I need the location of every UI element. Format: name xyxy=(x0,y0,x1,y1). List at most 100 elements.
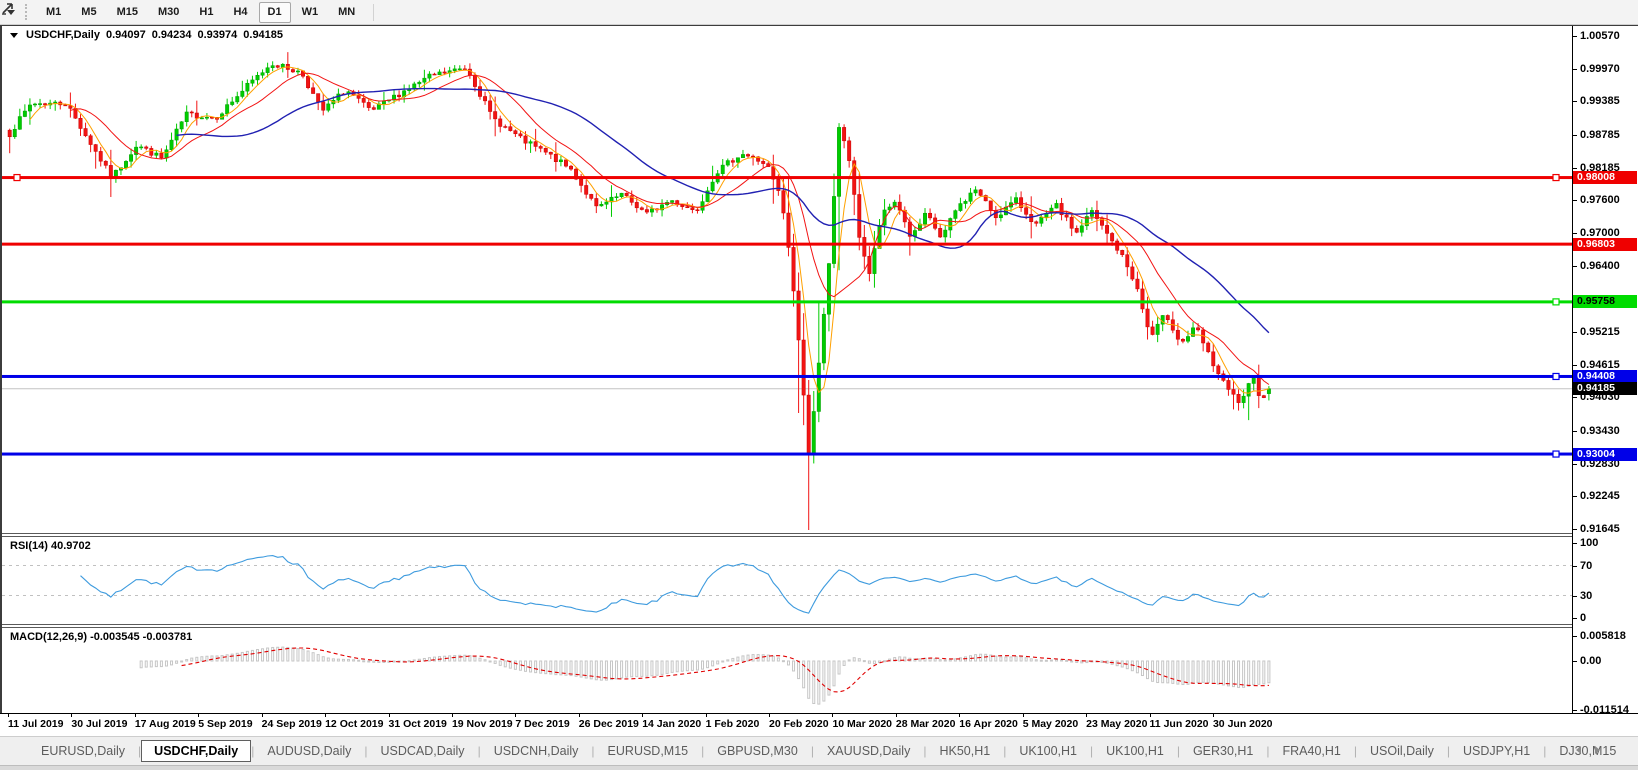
chart-tab-audusd-daily[interactable]: AUDUSD,Daily xyxy=(267,744,352,758)
price-badge-0.94408: 0.94408 xyxy=(1573,369,1637,383)
chart-tab-usdchf-daily[interactable]: USDCHF,Daily xyxy=(141,740,252,762)
horizontal-line-0.94408[interactable] xyxy=(2,372,1572,381)
price-axis-tickmark xyxy=(1573,397,1577,399)
price-axis-tickmark xyxy=(1573,365,1577,367)
rsi-axis-tick: 30 xyxy=(1580,589,1593,602)
horizontal-line-0.98008[interactable] xyxy=(2,173,1572,182)
tab-separator: | xyxy=(477,744,481,758)
current-price-badge: 0.94185 xyxy=(1573,382,1637,396)
line-handle-right[interactable] xyxy=(1552,298,1560,306)
price-axis-tick: 0.99970 xyxy=(1580,63,1620,76)
status-strip xyxy=(0,765,1638,770)
time-axis-label: 19 Nov 2019 xyxy=(451,718,513,730)
timeframe-button-w1[interactable]: W1 xyxy=(301,5,319,18)
rsi-axis-tickmark xyxy=(1573,618,1577,619)
main-chart-panel[interactable]: USDCHF,Daily 0.94097 0.94234 0.93974 0.9… xyxy=(2,26,1572,533)
time-axis-tickmark xyxy=(261,714,263,717)
macd-panel[interactable]: MACD(12,26,9) -0.003545 -0.003781 xyxy=(2,628,1572,713)
price-badge-0.98008: 0.98008 xyxy=(1573,171,1637,185)
tab-scroll-left-icon[interactable] xyxy=(1576,746,1581,754)
price-axis[interactable]: 1.00570 0.99970 0.99385 0.98785 0.98185 0.976… xyxy=(1573,26,1638,716)
rsi-panel[interactable]: RSI(14) 40.9702 xyxy=(2,537,1572,625)
time-axis-label: 12 Oct 2019 xyxy=(325,718,384,730)
time-axis-label: 16 Apr 2020 xyxy=(959,718,1018,730)
cursor-tool-button[interactable] xyxy=(0,3,19,15)
timeframe-button-m5[interactable]: M5 xyxy=(81,5,97,18)
macd-histogram xyxy=(139,646,1271,705)
rsi-axis-tick: 0 xyxy=(1580,612,1587,624)
price-axis-tickmark xyxy=(1573,529,1577,531)
time-axis-tickmark xyxy=(1022,714,1024,717)
price-axis-tickmark xyxy=(1573,331,1577,333)
time-axis-label: 5 Sep 2019 xyxy=(198,718,253,730)
timeframe-button-mn[interactable]: MN xyxy=(338,5,356,18)
chart-tab-usdjpy-h1[interactable]: USDJPY,H1 xyxy=(1463,744,1531,758)
time-axis-tickmark xyxy=(71,714,73,717)
macd-signal-line xyxy=(181,647,1269,693)
macd-canvas xyxy=(139,646,1271,705)
line-handle-left[interactable] xyxy=(13,173,21,182)
chart-tab-dj30-m15[interactable]: DJ30,M15 xyxy=(1559,744,1617,758)
tab-separator: | xyxy=(923,744,927,758)
chart-tab-usdcnh-daily[interactable]: USDCNH,Daily xyxy=(493,744,579,758)
time-axis-label: 5 May 2020 xyxy=(1022,718,1079,730)
price-axis-tickmark xyxy=(1573,69,1577,71)
tab-separator: | xyxy=(1543,744,1547,758)
chart-tab-eurusd-daily[interactable]: EURUSD,Daily xyxy=(41,744,126,758)
chart-tab-fra40-h1[interactable]: FRA40,H1 xyxy=(1282,744,1341,758)
ohlc-high: 0.94234 xyxy=(151,29,192,41)
time-axis-tickmark xyxy=(8,714,9,717)
price-axis-tick: 0.98185 xyxy=(1580,161,1620,174)
chart-tab-gbpusd-m30[interactable]: GBPUSD,M30 xyxy=(717,744,798,758)
rsi-axis-tick: 70 xyxy=(1580,559,1593,572)
price-axis-tickmark xyxy=(1573,134,1577,136)
line-handle-right[interactable] xyxy=(1552,450,1560,458)
time-axis-tickmark xyxy=(832,714,834,717)
chart-title-ohlc[interactable]: USDCHF,Daily 0.94097 0.94234 0.93974 0.9… xyxy=(10,29,283,41)
ohlc-low: 0.93974 xyxy=(197,29,238,41)
chart-tab-eurusd-m15[interactable]: EURUSD,M15 xyxy=(607,744,689,758)
price-axis-tickmark xyxy=(1573,430,1577,432)
time-axis-label: 26 Dec 2019 xyxy=(578,718,639,730)
time-axis-tickmark xyxy=(451,714,453,717)
chart-tab-uk100-h1[interactable]: UK100,H1 xyxy=(1106,744,1164,758)
tab-separator: | xyxy=(1176,744,1180,758)
time-axis-label: 23 May 2020 xyxy=(1086,718,1148,730)
chart-tab-ger30-h1[interactable]: GER30,H1 xyxy=(1192,744,1254,758)
time-axis-label: 20 Feb 2020 xyxy=(769,718,829,730)
timeframe-button-m1[interactable]: M1 xyxy=(46,5,62,18)
price-axis-tick: 0.99385 xyxy=(1580,95,1620,108)
timeframe-toolbar: M1 M5 M15 M30 H1 H4 D1 W1 MN xyxy=(0,0,1638,25)
time-axis-label: 11 Jul 2019 xyxy=(8,718,64,730)
chart-tab-usdcad-daily[interactable]: USDCAD,Daily xyxy=(380,744,465,758)
timeframe-button-h4[interactable]: H4 xyxy=(233,5,248,18)
price-axis-tick: 0.95215 xyxy=(1580,325,1620,338)
timeframe-button-d1[interactable]: D1 xyxy=(258,1,291,23)
tab-separator: | xyxy=(591,744,595,758)
tab-scroll-right-icon[interactable] xyxy=(1595,746,1600,754)
time-axis-label: 24 Sep 2019 xyxy=(261,718,322,730)
price-axis-tickmark xyxy=(1573,167,1577,169)
time-axis[interactable]: 11 Jul 2019 30 Jul 2019 17 Aug 2019 5 Sep 2… xyxy=(2,714,1638,736)
horizontal-line-0.96803[interactable] xyxy=(2,242,1572,246)
panel-splitter-macd[interactable] xyxy=(2,624,1638,628)
timeframe-button-h1[interactable]: H1 xyxy=(199,5,214,18)
chart-tab-usoil-daily[interactable]: USOil,Daily xyxy=(1370,744,1434,758)
horizontal-line-0.93004[interactable] xyxy=(2,450,1572,458)
line-handle-right[interactable] xyxy=(1552,173,1560,182)
price-axis-tickmark xyxy=(1573,233,1577,235)
chart-tab-hk50-h1[interactable]: HK50,H1 xyxy=(939,744,991,758)
horizontal-line-0.95758[interactable] xyxy=(2,298,1572,306)
price-axis-tickmark xyxy=(1573,266,1577,268)
timeframe-button-m15[interactable]: M15 xyxy=(116,5,138,18)
time-axis-tickmark xyxy=(198,714,200,717)
time-axis-tickmark xyxy=(959,714,961,717)
macd-label: MACD(12,26,9) -0.003545 -0.003781 xyxy=(10,631,193,643)
tab-separator: | xyxy=(810,744,814,758)
chart-tab-xauusd-daily[interactable]: XAUUSD,Daily xyxy=(826,744,911,758)
line-handle-right[interactable] xyxy=(1552,372,1560,381)
panel-splitter-rsi[interactable] xyxy=(2,533,1638,537)
timeframe-button-m30[interactable]: M30 xyxy=(157,5,180,18)
price-axis-tick: 0.98785 xyxy=(1580,128,1620,141)
chart-tab-uk100-h1[interactable]: UK100,H1 xyxy=(1019,744,1077,758)
